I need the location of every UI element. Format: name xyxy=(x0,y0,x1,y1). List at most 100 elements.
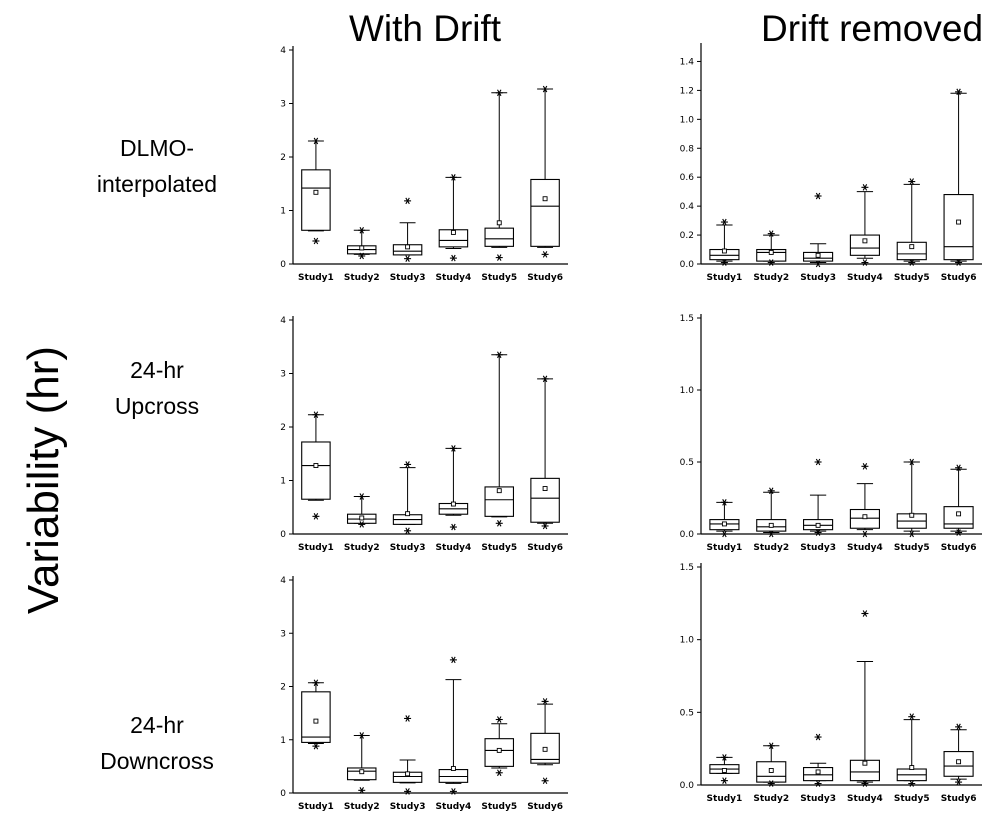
mean-marker xyxy=(768,768,774,773)
box-study6 xyxy=(943,464,974,536)
y-tick-label: 0.0 xyxy=(680,781,695,791)
x-tick-label: Study5 xyxy=(894,273,930,283)
outlier-star-stroke xyxy=(722,218,727,226)
outlier-star-stroke xyxy=(405,197,410,205)
box-study3 xyxy=(803,458,834,536)
box-study5 xyxy=(484,351,515,527)
mean-marker xyxy=(359,515,365,521)
x-tick-label: Study1 xyxy=(298,543,334,553)
outlier-star xyxy=(404,461,412,468)
outlier-star xyxy=(449,656,457,664)
outlier-star-stroke xyxy=(359,521,364,528)
x-tick-label: Study3 xyxy=(800,794,836,804)
outlier-star-stroke xyxy=(769,259,774,266)
y-tick-label: 1.5 xyxy=(680,563,694,573)
outlier-star xyxy=(449,445,457,452)
outlier-star xyxy=(449,254,457,262)
outlier-star xyxy=(767,780,775,787)
outlier-star xyxy=(720,777,728,784)
outlier-star xyxy=(908,780,916,787)
x-tick-label: Study4 xyxy=(436,273,472,283)
mean-marker xyxy=(768,522,774,528)
mean-marker xyxy=(815,252,821,258)
box-study6 xyxy=(943,723,974,786)
outlier-star xyxy=(495,89,503,97)
row-label-upcross-line1: 24-hr xyxy=(130,357,184,383)
box-iqr xyxy=(849,759,880,782)
mean-marker xyxy=(956,219,962,225)
outlier-star xyxy=(814,733,822,741)
outlier-star xyxy=(720,530,728,538)
x-tick-label: Study6 xyxy=(941,273,977,283)
y-tick-label: 0.0 xyxy=(680,260,695,270)
mean-marker xyxy=(405,511,411,517)
y-tick-label: 0.5 xyxy=(680,708,694,718)
outlier-star-stroke xyxy=(313,237,319,245)
outlier-star-stroke xyxy=(862,463,868,470)
outlier-star xyxy=(720,499,728,506)
box-study3 xyxy=(392,461,423,535)
outlier-star xyxy=(449,523,457,531)
x-tick-label: Study5 xyxy=(894,543,930,553)
outlier-star-stroke xyxy=(862,530,868,538)
outlier-star xyxy=(767,487,775,495)
outlier-star xyxy=(908,178,916,185)
box-study5 xyxy=(896,178,927,266)
outlier-star-stroke xyxy=(497,716,502,723)
y-tick-label: 1.0 xyxy=(680,115,695,125)
outlier-star xyxy=(861,184,869,191)
outlier-star xyxy=(767,259,775,266)
outlier-star-stroke xyxy=(815,529,821,536)
outlier-star xyxy=(404,197,412,205)
outlier-star-stroke xyxy=(313,513,319,520)
y-tick-label: 1 xyxy=(280,207,286,217)
y-tick-label: 0.4 xyxy=(680,202,695,212)
y-tick-label: 4 xyxy=(280,316,286,326)
box-study6 xyxy=(943,88,974,266)
y-tick-label: 3 xyxy=(280,100,286,110)
mean-marker xyxy=(721,768,727,773)
outlier-star xyxy=(312,742,320,750)
box-study3 xyxy=(803,192,834,268)
outlier-star-stroke xyxy=(359,226,364,234)
y-tick-label: 0.6 xyxy=(680,173,695,183)
x-tick-label: Study1 xyxy=(707,273,743,283)
outlier-star-stroke xyxy=(769,230,774,237)
x-tick-label: Study2 xyxy=(344,543,380,553)
mean-marker xyxy=(405,244,411,250)
outlier-star xyxy=(955,464,963,472)
outlier-star xyxy=(908,530,916,538)
mean-marker xyxy=(956,511,962,517)
mean-marker xyxy=(542,486,548,491)
outlier-star-stroke xyxy=(313,137,319,145)
outlier-star xyxy=(767,530,775,538)
y-tick-label: 1 xyxy=(280,736,286,746)
box-study2 xyxy=(756,230,787,266)
outlier-star-stroke xyxy=(956,88,961,96)
mean-marker xyxy=(313,718,319,724)
outlier-star xyxy=(767,230,775,237)
outlier-star-stroke xyxy=(956,529,961,536)
outlier-star-stroke xyxy=(722,530,727,538)
box-study1 xyxy=(301,411,331,520)
outlier-star xyxy=(358,252,366,260)
outlier-star-stroke xyxy=(862,610,868,617)
outlier-star-stroke xyxy=(451,788,456,795)
y-tick-label: 0.2 xyxy=(680,231,694,241)
outlier-star-stroke xyxy=(769,487,774,495)
outlier-star-stroke xyxy=(313,679,319,687)
outlier-star-stroke xyxy=(956,778,961,786)
outlier-star-stroke xyxy=(359,732,364,739)
mean-marker xyxy=(496,747,502,753)
x-tick-label: Study3 xyxy=(390,273,426,283)
outlier-star xyxy=(358,732,366,739)
outlier-star xyxy=(955,259,963,266)
outlier-star-stroke xyxy=(909,530,914,538)
box-study4 xyxy=(438,656,469,795)
outlier-star-stroke xyxy=(405,461,410,468)
x-tick-label: Study3 xyxy=(800,543,836,553)
mean-marker xyxy=(862,238,868,244)
outlier-star-stroke xyxy=(313,742,319,750)
box-study5 xyxy=(484,89,515,261)
outlier-star-stroke xyxy=(451,656,456,664)
